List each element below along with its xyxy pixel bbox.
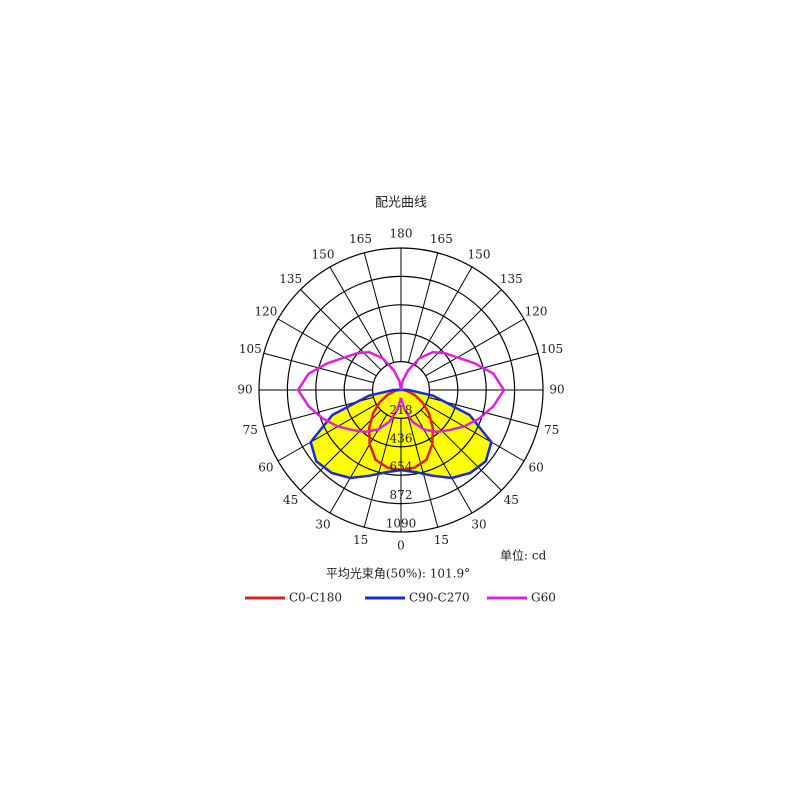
grid-spoke bbox=[414, 414, 473, 514]
grid-spoke bbox=[329, 266, 388, 366]
angle-tick-label: 150 bbox=[312, 247, 335, 261]
grid-spoke bbox=[277, 318, 377, 377]
grid-spoke bbox=[420, 409, 502, 491]
curve-line bbox=[400, 388, 493, 480]
angle-tick-label: 15 bbox=[434, 533, 449, 547]
angle-tick-label: 105 bbox=[540, 342, 563, 356]
angle-tick-label: 120 bbox=[525, 305, 548, 319]
radial-tick-label: 872 bbox=[390, 488, 413, 502]
grid-spoke bbox=[407, 417, 439, 528]
angle-tick-label: 60 bbox=[258, 461, 273, 475]
grid-spoke bbox=[363, 252, 395, 363]
angle-tick-label: 0 bbox=[397, 539, 405, 553]
grid-spoke bbox=[363, 417, 395, 528]
legend-label: C0-C180 bbox=[289, 591, 342, 605]
angle-tick-label: 30 bbox=[471, 518, 486, 532]
unit-note: 单位: cd bbox=[500, 548, 547, 563]
grid-spoke bbox=[300, 289, 382, 371]
angle-tick-label: 15 bbox=[353, 533, 368, 547]
grid-spoke bbox=[414, 266, 473, 366]
grid-spoke bbox=[329, 414, 388, 514]
angle-tick-label: 135 bbox=[279, 272, 302, 286]
beam-angle-note: 平均光束角(50%): 101.9° bbox=[326, 567, 470, 581]
angle-tick-label: 75 bbox=[544, 423, 559, 437]
angle-tick-label: 180 bbox=[390, 227, 413, 241]
radial-tick-label: 436 bbox=[390, 431, 413, 445]
angle-tick-label: 30 bbox=[315, 518, 330, 532]
angle-tick-label: 45 bbox=[283, 493, 298, 507]
angle-tick-label: 45 bbox=[504, 493, 519, 507]
angle-tick-label: 90 bbox=[237, 383, 252, 397]
angle-tick-label: 165 bbox=[430, 232, 453, 246]
angle-tick-label: 165 bbox=[349, 232, 372, 246]
grid-spoke bbox=[407, 252, 439, 363]
radial-tick-label: 654 bbox=[390, 460, 413, 474]
angle-tick-label: 75 bbox=[243, 423, 258, 437]
curve-line bbox=[296, 350, 403, 434]
grid-spoke bbox=[300, 409, 382, 491]
curve-line bbox=[399, 350, 506, 434]
legend-label: G60 bbox=[531, 591, 556, 605]
angle-tick-label: 135 bbox=[500, 272, 523, 286]
angle-tick-label: 105 bbox=[239, 342, 262, 356]
angle-tick-label: 120 bbox=[254, 305, 277, 319]
grid-spoke bbox=[425, 318, 525, 377]
chart-title: 配光曲线 bbox=[375, 196, 427, 211]
angle-tick-label: 60 bbox=[528, 461, 543, 475]
radial-tick-label: 1090 bbox=[386, 517, 417, 531]
legend-label: C90-C270 bbox=[409, 591, 470, 605]
curve-fill bbox=[310, 389, 401, 478]
grid-spoke bbox=[425, 403, 525, 462]
grid-spoke bbox=[277, 403, 377, 462]
radial-tick-label: 218 bbox=[390, 403, 413, 417]
angle-tick-label: 90 bbox=[549, 383, 564, 397]
curve-line bbox=[309, 388, 402, 480]
grid-spoke bbox=[420, 289, 502, 371]
angle-tick-label: 150 bbox=[468, 247, 491, 261]
curve-fill bbox=[401, 389, 492, 478]
